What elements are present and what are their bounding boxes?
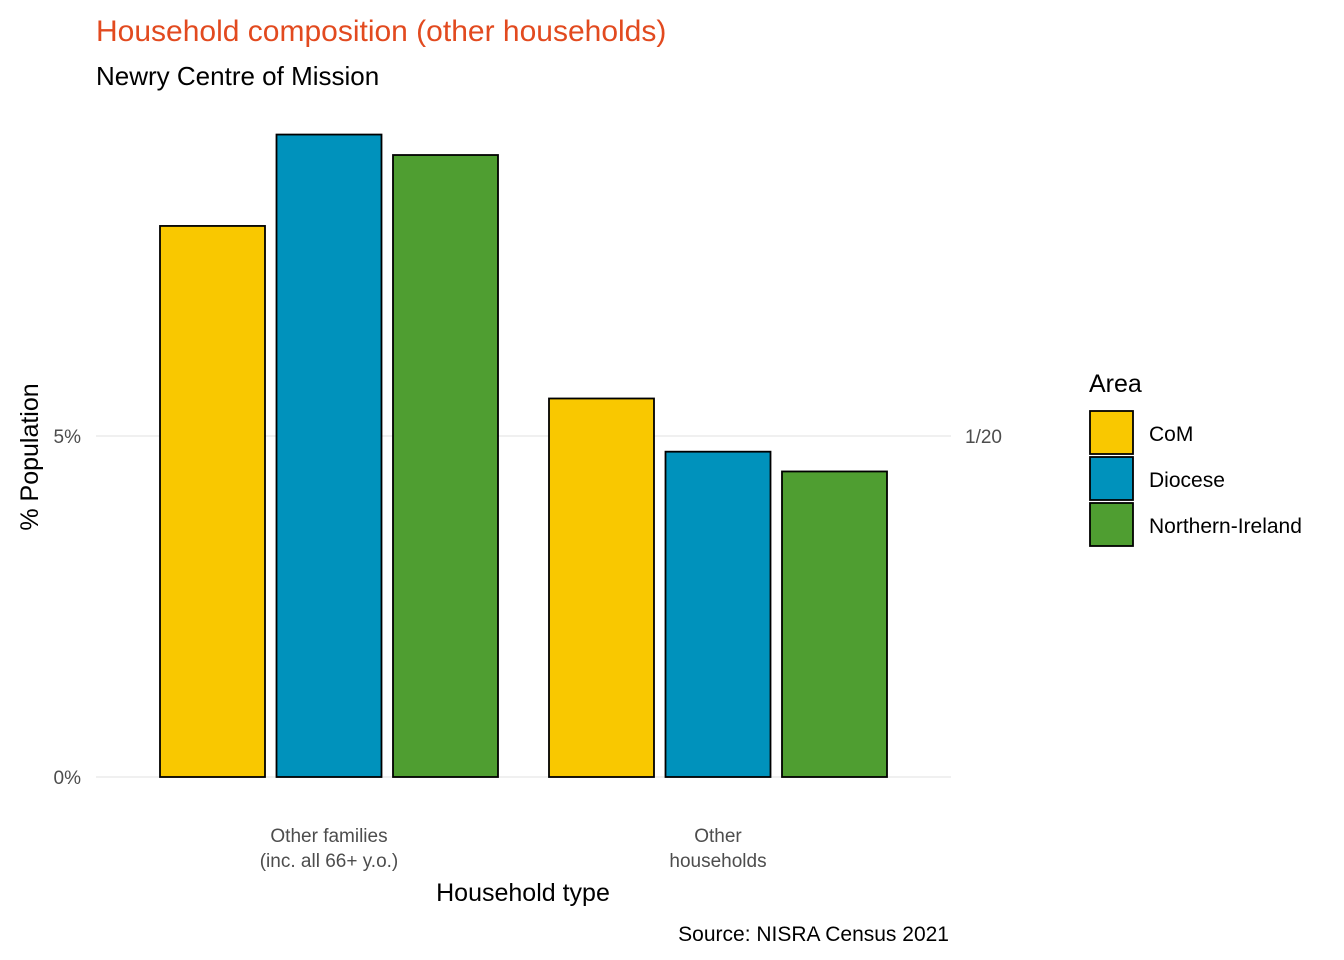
secondary-y-tick-label: 1/20 bbox=[965, 427, 1002, 448]
bar-com-0 bbox=[159, 225, 266, 778]
x-axis-title: Household type bbox=[436, 879, 610, 907]
bar-diocese-1 bbox=[664, 450, 772, 778]
legend-swatch-diocese bbox=[1089, 456, 1134, 501]
x-tick-label-line: Other families bbox=[270, 826, 387, 847]
y-axis-ticks: 0% 5% bbox=[54, 427, 82, 789]
x-tick-label-line: Other bbox=[694, 826, 742, 847]
x-tick-label-line: (inc. all 66+ y.o.) bbox=[260, 851, 399, 872]
bar-com-1 bbox=[548, 397, 655, 778]
x-axis-ticks: Other families (inc. all 66+ y.o.) Other ho… bbox=[260, 826, 767, 872]
chart-subtitle: Newry Centre of Mission bbox=[96, 61, 379, 91]
y-tick-label: 0% bbox=[54, 768, 82, 789]
legend-label-diocese: Diocese bbox=[1149, 469, 1225, 492]
legend-swatch-com bbox=[1089, 410, 1134, 455]
legend-swatch-northern-ireland bbox=[1089, 502, 1134, 547]
bar-northern-ireland-0 bbox=[392, 154, 499, 778]
legend-label-com: CoM bbox=[1149, 423, 1193, 446]
bars bbox=[159, 133, 888, 778]
bar-diocese-0 bbox=[275, 133, 383, 778]
x-tick-label: Other families (inc. all 66+ y.o.) bbox=[260, 826, 399, 872]
y-tick-label: 5% bbox=[54, 427, 82, 448]
legend-title: Area bbox=[1089, 370, 1142, 398]
x-tick-label-line: households bbox=[669, 851, 766, 872]
secondary-y-axis-ticks: 1/20 bbox=[965, 427, 1002, 448]
y-axis-title: % Population bbox=[16, 383, 44, 530]
chart-caption: Source: NISRA Census 2021 bbox=[678, 923, 949, 946]
legend: Area CoM Diocese Northern-Ireland bbox=[1089, 370, 1302, 547]
legend-label-northern-ireland: Northern-Ireland bbox=[1149, 515, 1302, 538]
bar-northern-ireland-1 bbox=[781, 470, 888, 778]
chart-title: Household composition (other households) bbox=[96, 15, 666, 48]
x-tick-label: Other households bbox=[669, 826, 766, 872]
